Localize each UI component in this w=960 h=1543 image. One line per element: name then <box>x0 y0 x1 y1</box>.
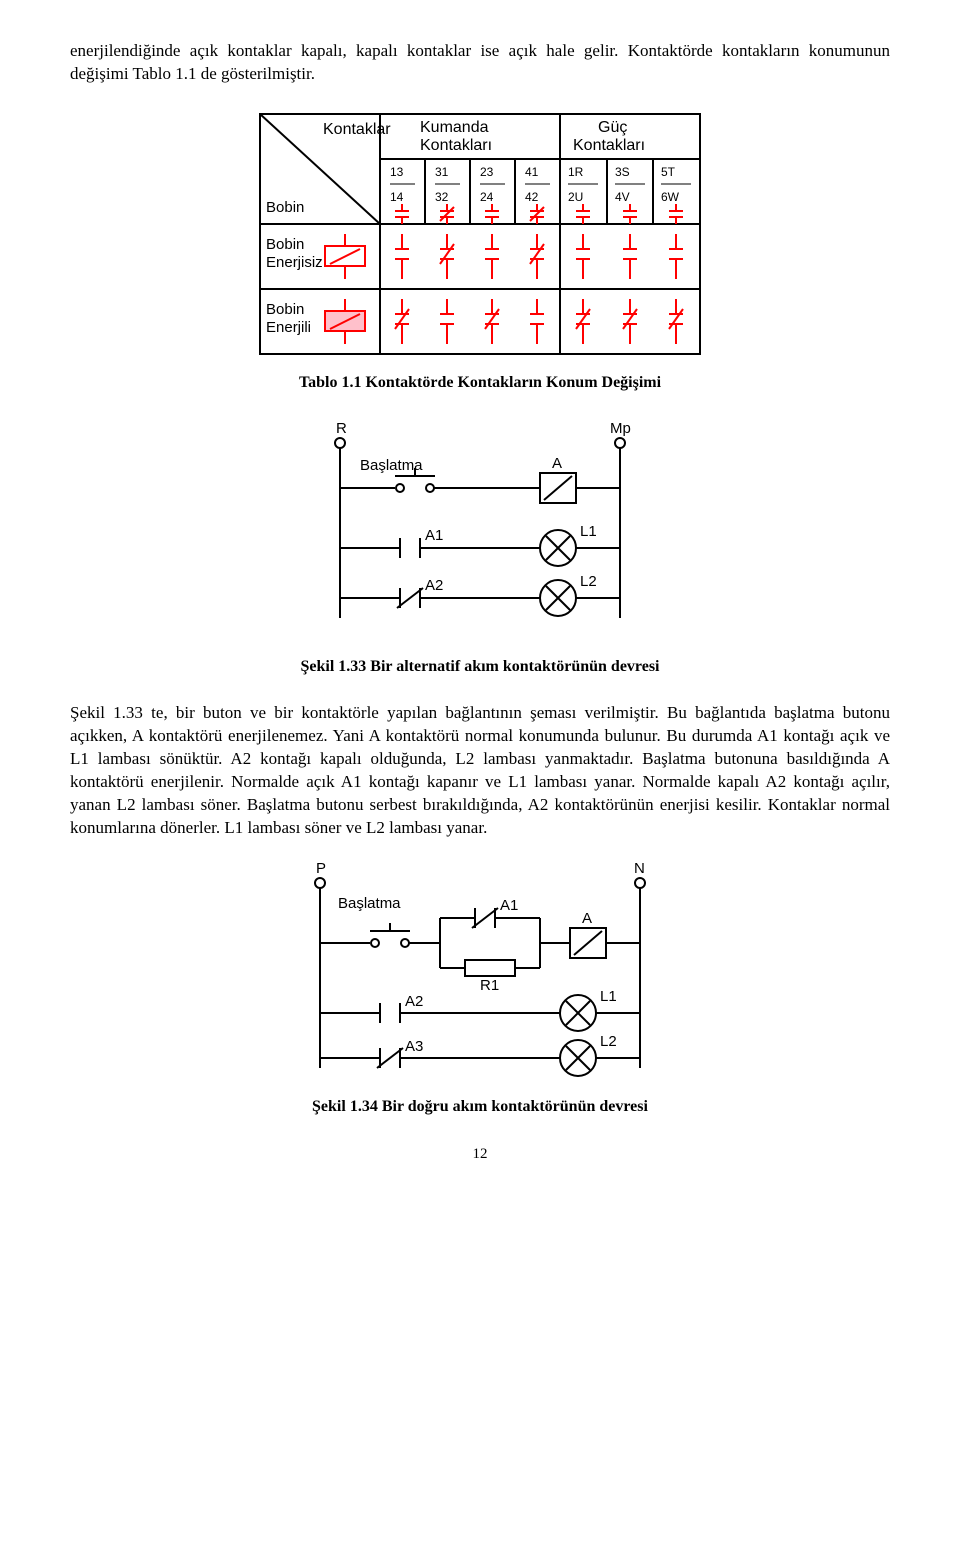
lbl-A2b: A2 <box>405 993 423 1010</box>
g2-top: 3S <box>615 165 630 179</box>
lbl-Mp: Mp <box>610 420 631 437</box>
intro-paragraph: enerjilendiğinde açık kontaklar kapalı, … <box>70 40 890 86</box>
lbl-P: P <box>316 860 326 877</box>
sekil-1-33: R Mp Başlatma A <box>70 418 890 648</box>
lbl-baslatma: Başlatma <box>360 457 423 474</box>
lbl-L2: L2 <box>580 573 597 590</box>
hdr-kumanda-1: Kumanda <box>420 119 489 136</box>
term-Mp <box>615 438 625 448</box>
k4-top: 41 <box>525 165 539 179</box>
lbl-A3: A3 <box>405 1038 423 1055</box>
sekil134-caption: Şekil 1.34 Bir doğru akım kontaktörünün … <box>70 1098 890 1116</box>
hdr-kumanda-2: Kontakları <box>420 137 492 154</box>
lbl-bn2: Enerjili <box>266 319 311 336</box>
sekil-1-34: P N Başlatma <box>70 858 890 1088</box>
lbl-R1: R1 <box>480 977 499 994</box>
sekil133-caption-bold: Şekil 1.33 Bir alternatif akım kontaktör… <box>301 658 660 675</box>
lbl-L2b: L2 <box>600 1033 617 1050</box>
lbl-bn1: Bobin <box>266 301 304 318</box>
g3-bot: 6W <box>661 190 680 204</box>
lbl-A2: A2 <box>425 577 443 594</box>
k3-top: 23 <box>480 165 494 179</box>
hdr-kontaklar: Kontaklar <box>323 121 391 138</box>
k1-bot: 14 <box>390 190 404 204</box>
lbl-L1b: L1 <box>600 988 617 1005</box>
k2-bot: 32 <box>435 190 449 204</box>
lbl-A1b: A1 <box>500 897 518 914</box>
k2-top: 31 <box>435 165 449 179</box>
tablo-1-1: Kontaklar Kumanda Kontakları Güç Kontakl… <box>70 104 890 364</box>
lbl-R: R <box>336 420 347 437</box>
lbl-baslatma2: Başlatma <box>338 895 401 912</box>
g3-top: 5T <box>661 165 676 179</box>
term-P <box>315 878 325 888</box>
term-R <box>335 438 345 448</box>
rung3b <box>320 1040 640 1076</box>
k1-top: 13 <box>390 165 404 179</box>
rung3 <box>340 580 620 616</box>
hdr-guc-2: Kontakları <box>573 137 645 154</box>
tablo-caption-bold: Tablo 1.1 Kontaktörde Kontakların Konum … <box>299 374 661 391</box>
hdr-guc-1: Güç <box>598 119 627 136</box>
lbl-A: A <box>552 455 562 472</box>
rung2b <box>320 995 640 1031</box>
lbl-L1: L1 <box>580 523 597 540</box>
lbl-be2: Enerjisiz <box>266 254 323 271</box>
lbl-N: N <box>634 860 645 877</box>
k4-bot: 42 <box>525 190 539 204</box>
tablo-caption: Tablo 1.1 Kontaktörde Kontakların Konum … <box>70 374 890 392</box>
body-paragraph: Şekil 1.33 te, bir buton ve bir kontaktö… <box>70 702 890 840</box>
g1-bot: 2U <box>568 190 583 204</box>
lbl-Ab: A <box>582 910 592 927</box>
page-number: 12 <box>70 1146 890 1163</box>
g1-top: 1R <box>568 165 584 179</box>
rung2 <box>340 530 620 566</box>
lbl-be1: Bobin <box>266 236 304 253</box>
lbl-A1: A1 <box>425 527 443 544</box>
term-N <box>635 878 645 888</box>
sekil133-caption: Şekil 1.33 Bir alternatif akım kontaktör… <box>70 658 890 676</box>
sekil134-caption-bold: Şekil 1.34 Bir doğru akım kontaktörünün … <box>312 1098 648 1115</box>
lbl-bobin: Bobin <box>266 199 304 216</box>
k3-bot: 24 <box>480 190 494 204</box>
g2-bot: 4V <box>615 190 630 204</box>
